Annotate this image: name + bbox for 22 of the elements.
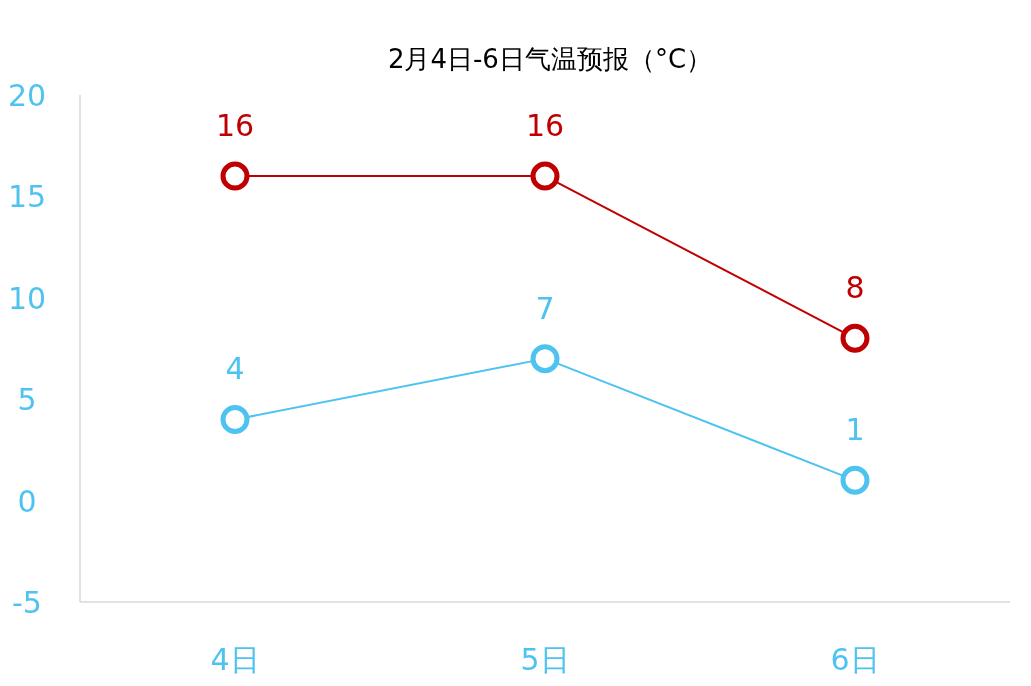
data-label: 7 — [535, 290, 555, 326]
chart-title: 2月4日-6日气温预报（°C） — [387, 44, 713, 74]
point — [530, 161, 560, 191]
point — [840, 465, 870, 495]
y-tick-label: 20 — [7, 78, 47, 113]
y-tick-label: 15 — [7, 179, 47, 215]
data-label: 1 — [845, 412, 865, 448]
point — [220, 161, 250, 191]
point — [530, 344, 560, 374]
point — [220, 404, 250, 434]
x-tick-label: 4日 — [210, 642, 260, 677]
point — [840, 323, 870, 353]
data-label: 16 — [525, 108, 565, 144]
y-tick-label: 5 — [17, 382, 37, 418]
x-tick-label: 5日 — [520, 642, 570, 677]
data-label: 16 — [215, 108, 255, 144]
data-label: 8 — [845, 270, 865, 306]
y-tick-label: 10 — [7, 280, 47, 316]
data-label: 4 — [225, 351, 245, 387]
x-tick-label: 6日 — [830, 642, 880, 677]
y-tick-label: -5 — [12, 585, 42, 620]
y-tick-label: 0 — [17, 483, 37, 519]
